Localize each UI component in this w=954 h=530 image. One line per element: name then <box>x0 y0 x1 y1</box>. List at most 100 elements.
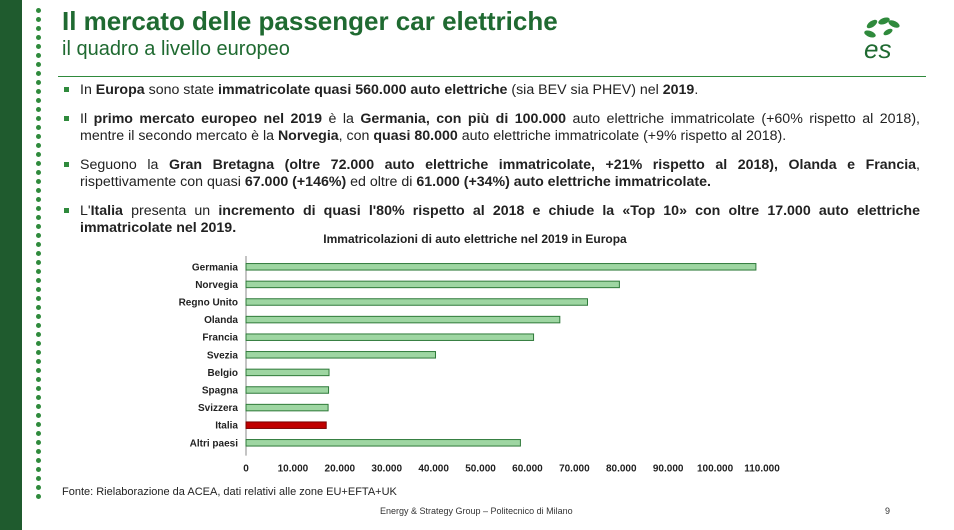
bullet-bold-text: Norvegia <box>277 128 339 144</box>
bullet-text: sono state <box>144 82 219 98</box>
category-label: Olanda <box>204 315 238 326</box>
bullet-text: (sia BEV sia PHEV) nel <box>507 82 663 98</box>
bullet-bold-text: immatricolate quasi 560.000 auto elettri… <box>218 82 508 98</box>
title-divider <box>58 76 926 77</box>
page-number: 9 <box>885 506 891 516</box>
bullet-text: auto elettriche immatricolate (+60% risp… <box>80 111 920 144</box>
bar-regno-unito <box>245 298 588 306</box>
border-dot <box>36 53 41 58</box>
border-dot <box>36 359 41 364</box>
x-tick-label: 50.000 <box>465 464 496 475</box>
bar-svezia <box>245 351 437 359</box>
bullet-text: , con <box>338 128 374 144</box>
logo-text: es <box>864 34 891 64</box>
x-tick-label: 70.000 <box>559 464 590 475</box>
category-label: Francia <box>202 333 238 344</box>
bar-spagna <box>245 386 330 394</box>
border-dot <box>36 107 41 112</box>
x-tick-label: 30.000 <box>371 464 402 475</box>
bullet-text: Seguono la <box>80 157 169 173</box>
border-dot <box>36 251 41 256</box>
border-dot <box>36 224 41 229</box>
bullet-item: In Europa sono state immatricolate quasi… <box>64 82 920 99</box>
footer-org: Energy & Strategy Group – Politecnico di… <box>380 506 573 516</box>
chart: Immatricolazioni di auto elettriche nel … <box>150 232 800 480</box>
bar-svizzera <box>245 403 329 412</box>
bullet-bold-text: 2019 <box>662 82 695 98</box>
page-title: Il mercato delle passenger car elettrich… <box>62 6 558 36</box>
bullet-bold-text: 61.000 (+34%) auto elettriche immatricol… <box>416 174 711 190</box>
border-dot <box>36 440 41 445</box>
border-dot <box>36 188 41 193</box>
border-dot <box>36 125 41 130</box>
x-tick-label: 40.000 <box>418 464 449 475</box>
bar-chart: Germania Norvegia Regno Unito Olanda Francia… <box>179 256 780 475</box>
page-subtitle: il quadro a livello europeo <box>62 38 290 60</box>
bullet-square-icon <box>64 162 69 167</box>
bullet-text: . <box>694 82 699 98</box>
x-tick-label: 80.000 <box>606 464 637 475</box>
category-label: Germania <box>192 262 239 273</box>
x-tick-label: 90.000 <box>653 464 684 475</box>
logo-leaf-1 <box>866 19 878 29</box>
x-tick-label: 60.000 <box>512 464 543 475</box>
border-dot <box>36 143 41 148</box>
border-dot <box>36 485 41 490</box>
bullet-text: Il <box>80 111 94 127</box>
border-dot <box>36 314 41 319</box>
bullet-text: L' <box>80 203 91 219</box>
category-label: Regno Unito <box>179 298 238 309</box>
logo-leaf-2 <box>878 17 890 25</box>
border-dot <box>36 179 41 184</box>
border-dot <box>36 323 41 328</box>
border-dot <box>36 422 41 427</box>
border-dot <box>36 35 41 40</box>
logo-leaf-4 <box>864 30 876 38</box>
bar-italia <box>245 421 327 429</box>
bullet-bold-text: quasi 80.000 <box>373 128 458 144</box>
bullet-square-icon <box>64 116 69 121</box>
category-label: Norvegia <box>195 280 238 291</box>
category-label: Belgio <box>207 368 238 379</box>
bar-altri-paesi <box>245 439 521 447</box>
border-dot <box>36 350 41 355</box>
bullet-text: In <box>80 82 96 98</box>
border-dot <box>36 467 41 472</box>
border-dot <box>36 170 41 175</box>
border-dot <box>36 206 41 211</box>
logo-leaf-5 <box>883 28 893 36</box>
bullet-text: è la <box>322 111 361 127</box>
border-dot <box>36 305 41 310</box>
x-tick-label: 0 <box>243 464 249 475</box>
bullet-text: ed oltre di <box>346 174 417 190</box>
border-dot <box>36 269 41 274</box>
border-dot <box>36 413 41 418</box>
source-note: Fonte: Rielaborazione da ACEA, dati rela… <box>62 486 397 498</box>
border-dot <box>36 233 41 238</box>
bullet-bold-text: 67.000 (+146%) <box>244 174 347 190</box>
border-dot <box>36 377 41 382</box>
border-dot <box>36 152 41 157</box>
border-dot <box>36 458 41 463</box>
bullet-bold-text: Gran Bretagna (oltre 72.000 auto elettri… <box>168 157 917 173</box>
bar-olanda <box>245 315 561 324</box>
border-dot <box>36 476 41 481</box>
bullet-bold-text: Europa <box>95 82 145 98</box>
border-dot <box>36 494 41 499</box>
category-label: Italia <box>215 421 238 432</box>
bullet-bold-text: Germania, con più di 100.000 <box>360 111 567 127</box>
logo-leaf-3 <box>888 20 900 28</box>
border-dot <box>36 44 41 49</box>
border-dot <box>36 197 41 202</box>
bullet-square-icon <box>64 87 69 92</box>
category-label: Svizzera <box>198 403 238 414</box>
bullet-bold-text: Italia <box>90 203 123 219</box>
bullet-item: Il primo mercato europeo nel 2019 è la G… <box>64 111 920 145</box>
bullet-text: , rispettivamente con quasi <box>80 157 920 190</box>
border-dot <box>36 404 41 409</box>
bar-germania <box>245 263 757 271</box>
bullet-text: auto elettriche immatricolate (+9% rispe… <box>457 128 787 144</box>
bullet-item: Seguono la Gran Bretagna (oltre 72.000 a… <box>64 157 920 191</box>
es-logo: es <box>864 17 900 64</box>
border-dot <box>36 332 41 337</box>
